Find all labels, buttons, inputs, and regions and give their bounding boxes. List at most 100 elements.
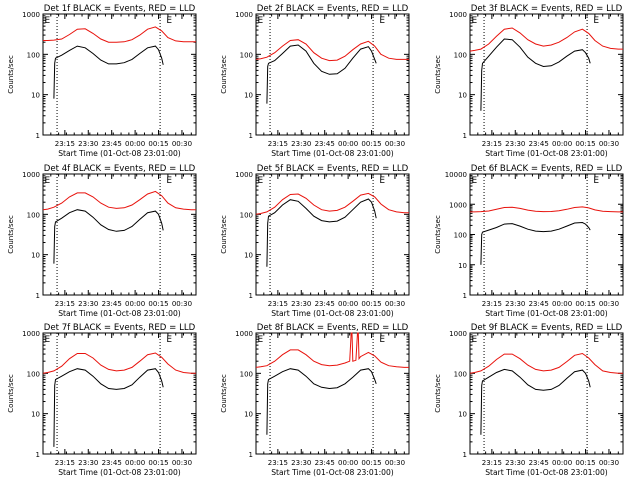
y-tick-label: 100 (27, 370, 40, 378)
y-axis-label: Counts/sec (7, 374, 15, 413)
y-tick-label: 1000 (235, 11, 253, 19)
event-marker-label: E (258, 16, 264, 26)
chart-title: Det 9f BLACK = Events, RED = LLD (471, 323, 623, 333)
y-tick-label: 10 (458, 92, 467, 100)
chart-title: Det 5f BLACK = Events, RED = LLD (257, 164, 409, 174)
x-tick-label: 00:30 (172, 140, 192, 148)
x-tick-label: 23:30 (291, 140, 311, 148)
events-series-line (480, 221, 591, 265)
x-tick-label: 00:15 (148, 459, 168, 467)
x-tick-label: 23:30 (505, 459, 525, 467)
x-tick-label: 00:00 (338, 140, 358, 148)
y-axis-label: Counts/sec (220, 55, 228, 94)
event-marker-label: E (472, 335, 478, 345)
y-tick-label: 1 (249, 132, 253, 140)
y-tick-label: 1 (463, 132, 467, 140)
events-series-line (266, 44, 377, 104)
events-series-line (480, 38, 591, 111)
x-tick-label: 23:15 (482, 300, 502, 308)
x-tick-label: 23:30 (291, 300, 311, 308)
event-marker-label: E (379, 16, 385, 26)
event-marker-label: E (379, 335, 385, 345)
y-tick-label: 1000 (235, 330, 253, 338)
y-tick-label: 1 (36, 451, 40, 459)
x-tick-label: 23:15 (55, 459, 75, 467)
y-tick-label: 100 (240, 211, 253, 219)
x-tick-label: 00:30 (385, 459, 405, 467)
event-marker-label: E (166, 335, 172, 345)
x-axis-label: Start Time (01-Oct-08 23:01:00) (485, 468, 608, 477)
event-marker-label: E (472, 176, 478, 186)
x-tick-label: 00:15 (361, 459, 381, 467)
chart-panel: Det 8f BLACK = Events, RED = LLD Counts/s… (220, 323, 410, 477)
y-tick-label: 10 (31, 252, 40, 260)
plot-frame (255, 332, 410, 455)
y-axis-label: Counts/sec (434, 215, 442, 254)
event-marker-label: E (593, 16, 599, 26)
lld-series-line (43, 26, 196, 43)
x-tick-label: 00:00 (125, 459, 145, 467)
event-marker-label: E (45, 335, 51, 345)
x-tick-label: 00:30 (599, 140, 619, 148)
x-tick-label: 00:00 (552, 300, 572, 308)
x-tick-label: 00:30 (599, 300, 619, 308)
y-axis-label: Counts/sec (434, 374, 442, 413)
x-tick-label: 23:45 (529, 459, 549, 467)
x-tick-label: 23:45 (529, 140, 549, 148)
y-tick-label: 100 (454, 370, 467, 378)
chart-title: Det 2f BLACK = Events, RED = LLD (257, 4, 409, 14)
y-axis-label: Counts/sec (220, 374, 228, 413)
chart-panel: Det 5f BLACK = Events, RED = LLD Counts/s… (220, 164, 410, 318)
y-tick-label: 1000 (449, 201, 467, 209)
y-tick-label: 100 (454, 232, 467, 240)
plot-frame (255, 173, 410, 296)
x-axis-label: Start Time (01-Oct-08 23:01:00) (271, 149, 394, 158)
y-tick-label: 100 (240, 51, 253, 59)
x-axis-label: Start Time (01-Oct-08 23:01:00) (271, 309, 394, 318)
x-tick-label: 00:00 (338, 459, 358, 467)
plot-frame (42, 13, 197, 136)
x-tick-label: 00:15 (148, 140, 168, 148)
x-axis-label: Start Time (01-Oct-08 23:01:00) (58, 468, 181, 477)
y-axis-label: Counts/sec (7, 215, 15, 254)
y-tick-label: 1000 (235, 171, 253, 179)
event-marker-label: E (258, 335, 264, 345)
y-axis-label: Counts/sec (7, 55, 15, 94)
y-tick-label: 1000 (22, 171, 40, 179)
chart-title: Det 6f BLACK = Events, RED = LLD (471, 164, 623, 174)
x-tick-label: 00:00 (125, 140, 145, 148)
events-series-line (53, 45, 164, 99)
x-tick-label: 23:15 (482, 140, 502, 148)
x-tick-label: 00:15 (361, 140, 381, 148)
x-axis-label: Start Time (01-Oct-08 23:01:00) (271, 468, 394, 477)
events-series-line (53, 209, 164, 264)
y-axis-label: Counts/sec (220, 215, 228, 254)
y-tick-label: 100 (454, 51, 467, 59)
chart-title: Det 1f BLACK = Events, RED = LLD (44, 4, 196, 14)
event-marker-label: E (166, 16, 172, 26)
plot-frame (469, 332, 624, 455)
event-marker-label: E (258, 176, 264, 186)
x-tick-label: 00:15 (575, 459, 595, 467)
x-axis-label: Start Time (01-Oct-08 23:01:00) (58, 309, 181, 318)
y-axis-label: Counts/sec (434, 55, 442, 94)
chart-title: Det 3f BLACK = Events, RED = LLD (471, 4, 623, 14)
x-tick-label: 23:30 (505, 300, 525, 308)
x-axis-label: Start Time (01-Oct-08 23:01:00) (485, 149, 608, 158)
y-tick-label: 1000 (22, 330, 40, 338)
chart-title: Det 8f BLACK = Events, RED = LLD (257, 323, 409, 333)
x-tick-label: 23:15 (55, 140, 75, 148)
x-axis-label: Start Time (01-Oct-08 23:01:00) (58, 149, 181, 158)
y-tick-label: 1000 (449, 11, 467, 19)
y-tick-label: 10000 (445, 171, 467, 179)
y-tick-label: 10 (244, 92, 253, 100)
x-tick-label: 00:30 (385, 300, 405, 308)
x-tick-label: 23:30 (78, 300, 98, 308)
x-tick-label: 00:15 (575, 140, 595, 148)
y-tick-label: 1 (36, 132, 40, 140)
y-tick-label: 1000 (449, 330, 467, 338)
x-tick-label: 23:30 (505, 140, 525, 148)
x-tick-label: 00:00 (125, 300, 145, 308)
event-marker-label: E (593, 176, 599, 186)
